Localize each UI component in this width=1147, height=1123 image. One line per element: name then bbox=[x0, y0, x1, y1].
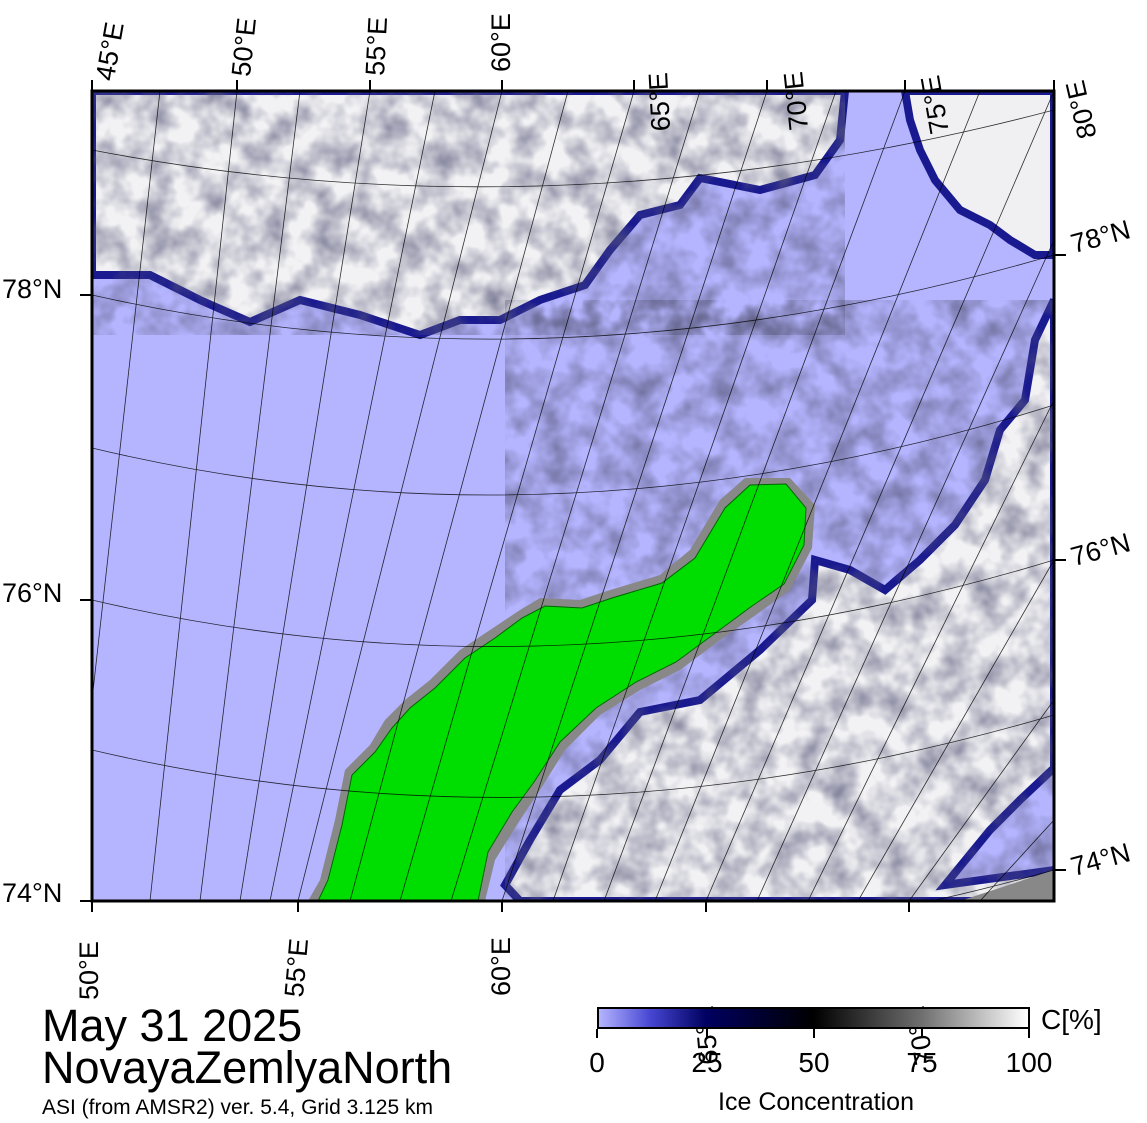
left-lat-label: 78°N bbox=[2, 274, 63, 304]
bottom-lon-label: 55°E bbox=[279, 937, 315, 999]
left-lat-label: 74°N bbox=[2, 878, 63, 908]
colorbar-tick-label: 75 bbox=[906, 1047, 938, 1078]
map-subtitle: ASI (from AMSR2) ver. 5.4, Grid 3.125 km bbox=[42, 1096, 433, 1119]
map-region: NovayaZemlyaNorth bbox=[42, 1042, 453, 1093]
colorbar-tick-label: 0 bbox=[589, 1047, 605, 1078]
bottom-lon-label: 50°E bbox=[74, 941, 104, 1000]
top-lon-label: 60°E bbox=[486, 13, 516, 72]
top-lon-label: 65°E bbox=[643, 71, 677, 133]
map-date: May 31 2025 bbox=[42, 1000, 303, 1051]
colorbar-tick-label: 50 bbox=[798, 1047, 830, 1078]
sea-ice-map bbox=[80, 80, 1066, 912]
top-lon-label: 55°E bbox=[360, 16, 394, 77]
top-lon-label: 50°E bbox=[226, 16, 262, 78]
colorbar-tick-label: 25 bbox=[691, 1047, 723, 1078]
top-lon-label: 70°E bbox=[778, 70, 815, 132]
bottom-lon-label: 60°E bbox=[486, 937, 516, 996]
colorbar-tick-label: 100 bbox=[1005, 1047, 1053, 1078]
left-lat-label: 76°N bbox=[2, 578, 63, 608]
colorbar-title: Ice Concentration bbox=[718, 1088, 914, 1116]
graticule bbox=[92, 91, 1054, 901]
ice-concentration-colorbar bbox=[597, 1007, 1030, 1029]
land-corner bbox=[960, 870, 1054, 901]
colorbar-unit: C[%] bbox=[1041, 1004, 1102, 1035]
